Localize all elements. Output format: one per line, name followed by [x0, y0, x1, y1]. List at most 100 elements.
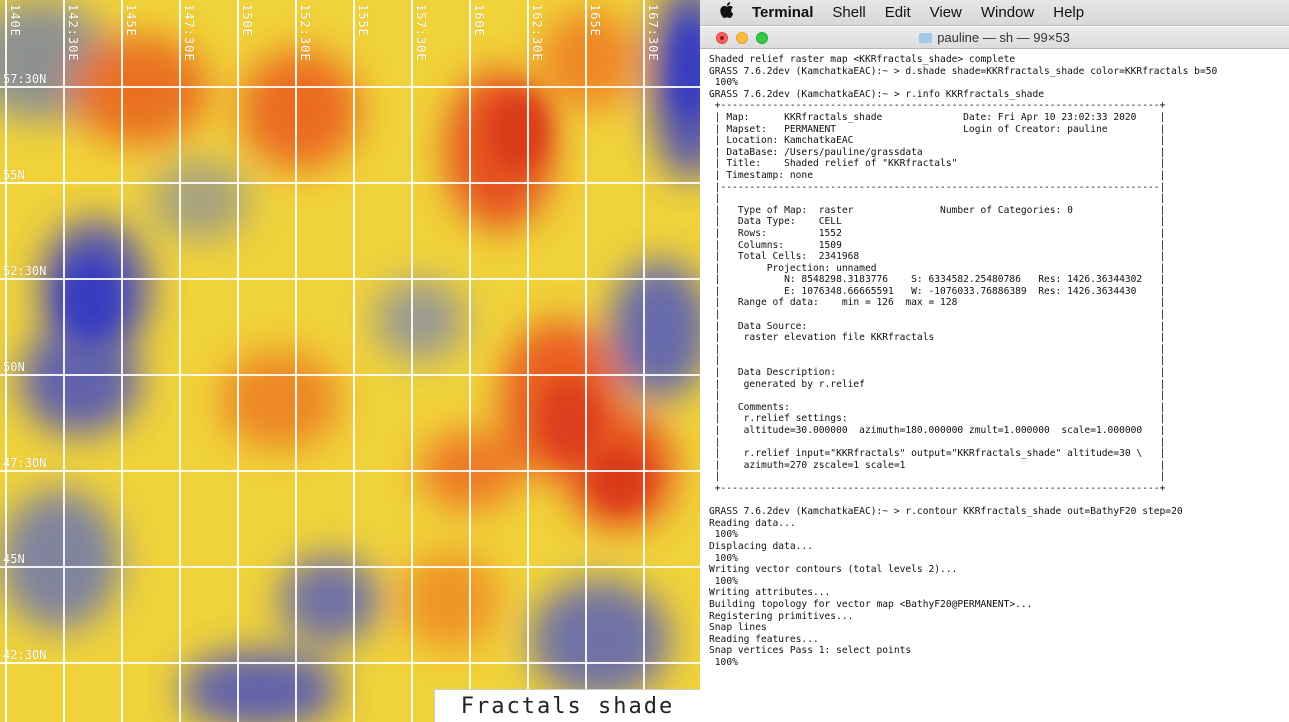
latitude-label: 52:30N	[3, 264, 47, 278]
meridian-line	[643, 0, 645, 722]
terminal-line: | |	[709, 193, 1166, 205]
latitude-label: 50N	[3, 360, 25, 374]
terminal-line: | DataBase: /Users/pauline/grassdata |	[709, 146, 1166, 158]
terminal-line: Registering primitives...	[709, 610, 854, 622]
terminal-line: 100%	[709, 552, 738, 564]
map-title: Fractals shade map	[434, 689, 700, 722]
window-title: pauline — sh — 99×53	[700, 30, 1289, 45]
terminal-line: Snap vertices Pass 1: select points	[709, 645, 912, 657]
terminal-line	[709, 495, 1289, 507]
terminal-line: 100%	[709, 575, 738, 587]
latitude-label: 45N	[3, 552, 25, 566]
terminal-line: | Title: Shaded relief of "KKRfractals" …	[709, 158, 1166, 170]
terminal-line: | |	[709, 471, 1166, 483]
parallel-line	[0, 182, 700, 184]
terminal-line: GRASS 7.6.2dev (KamchatkaEAC):~ > r.info…	[709, 88, 1045, 100]
terminal-line: +---------------------------------------…	[709, 100, 1166, 112]
terminal-line: Reading features...	[709, 633, 819, 645]
meridian-line	[411, 0, 413, 722]
terminal-line: 100%	[709, 656, 738, 668]
terminal-line: Writing vector contours (total levels 2)…	[709, 564, 958, 576]
terminal-line: | N: 8548298.3183776 S: 6334582.25480786…	[709, 274, 1166, 286]
apple-icon[interactable]	[716, 2, 738, 23]
parallel-line	[0, 662, 700, 664]
terminal-line: | E: 1076348.66665591 W: -1076033.768863…	[709, 285, 1166, 297]
meridian-line	[353, 0, 355, 722]
terminal-line: Building topology for vector map <BathyF…	[709, 598, 1033, 610]
parallel-line	[0, 566, 700, 568]
menu-shell[interactable]: Shell	[832, 4, 866, 21]
longitude-label: 142:30E	[66, 4, 80, 62]
terminal-line: | |	[709, 343, 1166, 355]
parallel-line	[0, 470, 700, 472]
menu-window[interactable]: Window	[980, 4, 1035, 21]
terminal-line: | generated by r.relief |	[709, 378, 1166, 390]
terminal-line: Writing attributes...	[709, 587, 831, 599]
meridian-line	[63, 0, 65, 722]
terminal-line: Snap lines	[709, 622, 767, 634]
meridian-line	[237, 0, 239, 722]
terminal-line: | |	[709, 436, 1166, 448]
terminal-line: | Data Description: |	[709, 367, 1166, 379]
meridian-line	[295, 0, 297, 722]
minimize-window-button[interactable]	[736, 32, 748, 44]
terminal-line: | Rows: 1552 |	[709, 227, 1166, 239]
latitude-label: 57:30N	[3, 72, 47, 86]
meridian-line	[585, 0, 587, 722]
terminal-line: | Columns: 1509 |	[709, 239, 1166, 251]
terminal-line: | Location: KamchatkaEAC |	[709, 135, 1166, 147]
meridian-line	[121, 0, 123, 722]
terminal-line: 100%	[709, 529, 738, 541]
parallel-line	[0, 278, 700, 280]
zoom-window-button[interactable]	[756, 32, 768, 44]
longitude-label: 157:30E	[414, 4, 428, 62]
longitude-label: 155E	[356, 4, 370, 37]
terminal-line: | altitude=30.000000 azimuth=180.000000 …	[709, 425, 1166, 436]
meridian-line	[469, 0, 471, 722]
meridian-line	[527, 0, 529, 722]
menu-view[interactable]: View	[929, 4, 962, 21]
longitude-label: 145E	[124, 4, 138, 37]
menu-edit[interactable]: Edit	[884, 4, 911, 21]
latitude-label: 55N	[3, 168, 25, 182]
terminal-line: | Mapset: PERMANENT Login of Creator: pa…	[709, 123, 1166, 135]
terminal-line: |---------------------------------------…	[709, 181, 1166, 193]
longitude-label: 165E	[588, 4, 602, 37]
longitude-label: 160E	[472, 4, 486, 37]
terminal-line: | Comments: |	[709, 401, 1166, 413]
longitude-label: 152:30E	[298, 4, 312, 62]
window-title-text: pauline — sh — 99×53	[937, 30, 1070, 45]
terminal-text: Shaded relief raster map <KKRfractals_sh…	[709, 54, 1289, 668]
terminal-line: | r.relief input="KKRfractals" output="K…	[709, 448, 1166, 460]
menu-terminal[interactable]: Terminal	[752, 4, 814, 21]
terminal-line: 100%	[709, 77, 738, 89]
close-window-button[interactable]	[716, 32, 728, 44]
terminal-line: | r.relief settings: |	[709, 413, 1166, 425]
terminal-line: | Map: KKRfractals_shade Date: Fri Apr 1…	[709, 111, 1166, 123]
meridian-line	[179, 0, 181, 722]
terminal-line: | Projection: unnamed |	[709, 262, 1166, 274]
menu-help[interactable]: Help	[1053, 4, 1085, 21]
terminal-line: | Data Source: |	[709, 320, 1166, 332]
shaded-relief-map[interactable]: 140E 142:30E 145E 147:30E 150E 152:30E 155E 157…	[0, 0, 700, 722]
longitude-label: 147:30E	[182, 4, 196, 62]
longitude-label: 162:30E	[530, 4, 544, 62]
terminal-output[interactable]: Shaded relief raster map <KKRfractals_sh…	[700, 50, 1289, 722]
relief-raster	[0, 0, 700, 722]
longitude-label: 140E	[8, 4, 22, 37]
terminal-line: | Data Type: CELL |	[709, 216, 1166, 228]
latitude-label: 47:30N	[3, 456, 47, 470]
terminal-title-bar[interactable]: pauline — sh — 99×53	[700, 27, 1289, 49]
latitude-label: 42:30N	[3, 648, 47, 662]
terminal-line: GRASS 7.6.2dev (KamchatkaEAC):~ > r.cont…	[709, 506, 1183, 518]
home-folder-icon	[919, 33, 933, 43]
parallel-line	[0, 86, 700, 88]
terminal-line: GRASS 7.6.2dev (KamchatkaEAC):~ > d.shad…	[709, 65, 1218, 77]
terminal-line: Shaded relief raster map <KKRfractals_sh…	[709, 54, 1016, 65]
terminal-line: | raster elevation file KKRfractals |	[709, 332, 1166, 344]
terminal-line: | |	[709, 309, 1166, 321]
menu-bar: Terminal Shell Edit View Window Help	[700, 0, 1289, 26]
terminal-line: | Range of data: min = 126 max = 128 |	[709, 297, 1166, 309]
terminal-line: | Timestamp: none |	[709, 169, 1166, 181]
terminal-line: | |	[709, 355, 1166, 367]
